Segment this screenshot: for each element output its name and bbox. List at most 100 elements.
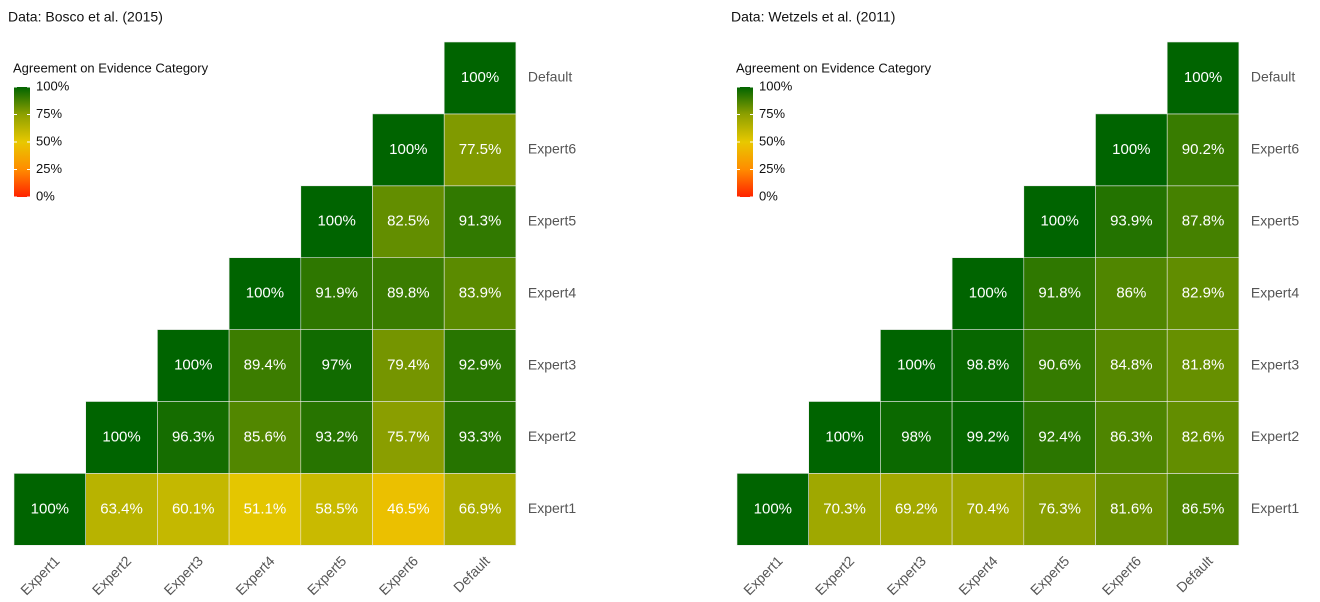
cell xyxy=(736,473,809,546)
cell-label: 79.4% xyxy=(387,357,430,374)
colorbar-tick-label: 25% xyxy=(36,161,62,176)
y-tick-label: Expert5 xyxy=(528,212,576,228)
cell-label: 82.5% xyxy=(387,213,430,230)
cell xyxy=(1023,329,1096,402)
colorbar xyxy=(14,87,30,197)
cell xyxy=(372,257,445,330)
cell-label: 100% xyxy=(102,428,140,445)
cell-label: 84.8% xyxy=(1110,357,1153,374)
cell-label: 82.6% xyxy=(1182,428,1225,445)
cell-label: 98% xyxy=(901,428,931,445)
cell xyxy=(1166,257,1240,330)
cell-label: 66.9% xyxy=(459,500,502,517)
colorbar-tick-label: 100% xyxy=(759,78,793,93)
cell-label: 58.5% xyxy=(315,500,358,517)
cell xyxy=(1095,257,1168,330)
y-tick-label: Expert4 xyxy=(528,284,576,300)
cell xyxy=(1095,113,1168,187)
cell-label: 86.5% xyxy=(1182,500,1225,517)
cell-label: 97% xyxy=(322,357,352,374)
cell-label: 70.3% xyxy=(823,500,866,517)
cell xyxy=(372,329,445,402)
cell-label: 46.5% xyxy=(387,500,430,517)
x-tick-label: Expert6 xyxy=(1099,553,1145,599)
cell-label: 81.8% xyxy=(1182,357,1225,374)
y-tick-label: Expert2 xyxy=(528,428,576,444)
cell xyxy=(1095,329,1168,402)
cell xyxy=(880,401,953,474)
cell-label: 100% xyxy=(969,285,1007,302)
cell xyxy=(1166,113,1240,187)
cell-label: 85.6% xyxy=(244,428,287,445)
cell xyxy=(372,473,445,546)
cell-label: 91.8% xyxy=(1038,285,1081,302)
colorbar-tick-label: 0% xyxy=(759,188,778,203)
colorbar-tick-label: 50% xyxy=(759,133,785,148)
x-tick-label: Expert5 xyxy=(304,553,350,599)
cell-label: 51.1% xyxy=(244,500,287,517)
x-tick-label: Expert4 xyxy=(232,553,278,599)
cell xyxy=(85,473,158,546)
cell xyxy=(880,329,953,402)
cell-label: 89.8% xyxy=(387,285,430,302)
cell xyxy=(880,473,953,546)
cell xyxy=(228,473,302,546)
cell-label: 60.1% xyxy=(172,500,215,517)
cell xyxy=(85,401,158,474)
cell-label: 100% xyxy=(1112,141,1150,158)
y-tick-label: Expert4 xyxy=(1251,284,1299,300)
cell-label: 82.9% xyxy=(1182,285,1225,302)
colorbar-tick-label: 75% xyxy=(759,106,785,121)
y-tick-label: Default xyxy=(528,69,572,85)
cell xyxy=(300,257,373,330)
legend-title: Agreement on Evidence Category xyxy=(13,60,209,75)
colorbar-tick-label: 0% xyxy=(36,188,55,203)
y-tick-label: Default xyxy=(1251,69,1295,85)
chart-title: Data: Bosco et al. (2015) xyxy=(8,9,163,25)
cell xyxy=(157,329,230,402)
cell-label: 86% xyxy=(1116,285,1146,302)
cell-label: 70.4% xyxy=(967,500,1010,517)
cell-label: 100% xyxy=(389,141,427,158)
cell-label: 98.8% xyxy=(967,357,1010,374)
y-tick-label: Expert5 xyxy=(1251,212,1299,228)
cell xyxy=(951,257,1025,330)
cell-label: 100% xyxy=(754,500,792,517)
cell-label: 91.9% xyxy=(315,285,358,302)
cell xyxy=(1166,41,1240,115)
cell-label: 77.5% xyxy=(459,141,502,158)
cell xyxy=(300,329,373,402)
colorbar-tick-label: 50% xyxy=(36,133,62,148)
x-tick-label: Expert3 xyxy=(161,553,207,599)
cell-label: 100% xyxy=(461,69,499,86)
cell xyxy=(372,401,445,474)
colorbar xyxy=(737,87,753,197)
cell-label: 81.6% xyxy=(1110,500,1153,517)
x-tick-label: Expert1 xyxy=(17,553,63,599)
cell xyxy=(1023,473,1096,546)
cell-label: 100% xyxy=(174,357,212,374)
cell-label: 86.3% xyxy=(1110,428,1153,445)
x-tick-label: Expert6 xyxy=(376,553,422,599)
cell-label: 83.9% xyxy=(459,285,502,302)
cell-label: 96.3% xyxy=(172,428,215,445)
cell-label: 100% xyxy=(1040,213,1078,230)
cell xyxy=(1023,257,1096,330)
cell-label: 90.6% xyxy=(1038,357,1081,374)
cell xyxy=(300,473,373,546)
y-tick-label: Expert3 xyxy=(528,356,576,372)
cell-label: 89.4% xyxy=(244,357,287,374)
x-tick-label: Expert3 xyxy=(884,553,930,599)
cell-label: 100% xyxy=(317,213,355,230)
cell-label: 93.3% xyxy=(459,428,502,445)
cell xyxy=(443,329,517,402)
cell-label: 93.2% xyxy=(315,428,358,445)
cell xyxy=(443,401,517,474)
cell-label: 63.4% xyxy=(100,500,143,517)
legend-title: Agreement on Evidence Category xyxy=(736,60,932,75)
x-tick-label: Expert1 xyxy=(740,553,786,599)
cell-label: 69.2% xyxy=(895,500,938,517)
cell xyxy=(228,257,302,330)
cell-label: 99.2% xyxy=(967,428,1010,445)
cell-label: 76.3% xyxy=(1038,500,1081,517)
